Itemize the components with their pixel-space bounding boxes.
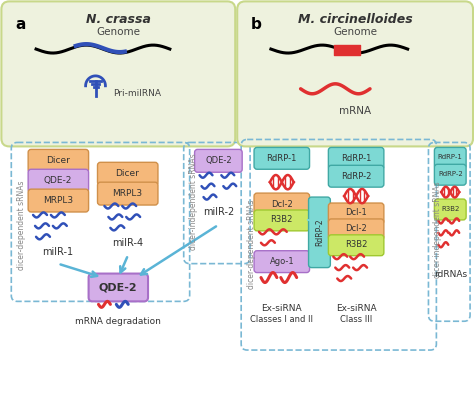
Text: dicer-dependent sRNAs: dicer-dependent sRNAs xyxy=(17,180,26,270)
Text: Dicer: Dicer xyxy=(115,169,139,178)
FancyBboxPatch shape xyxy=(254,251,310,273)
FancyBboxPatch shape xyxy=(309,197,330,268)
FancyBboxPatch shape xyxy=(328,165,384,187)
Text: Class III: Class III xyxy=(340,315,372,324)
Text: Ago-1: Ago-1 xyxy=(270,257,294,266)
FancyBboxPatch shape xyxy=(328,148,384,169)
Text: milR-1: milR-1 xyxy=(42,247,73,257)
Text: Dcl-2: Dcl-2 xyxy=(345,224,367,234)
Text: mRNA: mRNA xyxy=(339,106,371,116)
Text: MRPL3: MRPL3 xyxy=(112,188,142,198)
FancyBboxPatch shape xyxy=(28,149,89,172)
Text: mRNA degradation: mRNA degradation xyxy=(75,317,161,326)
FancyBboxPatch shape xyxy=(28,189,89,212)
Text: Genome: Genome xyxy=(96,27,140,37)
FancyBboxPatch shape xyxy=(254,210,310,231)
FancyBboxPatch shape xyxy=(328,203,384,224)
Text: Pri-milRNA: Pri-milRNA xyxy=(113,89,161,98)
FancyBboxPatch shape xyxy=(434,148,466,168)
Text: b: b xyxy=(251,17,262,32)
Text: dicer-dependent sRNAs: dicer-dependent sRNAs xyxy=(246,199,255,289)
FancyBboxPatch shape xyxy=(434,199,466,220)
Text: R3B2: R3B2 xyxy=(441,206,459,212)
Text: Dcl-2: Dcl-2 xyxy=(271,199,292,208)
Text: RdRP-1: RdRP-1 xyxy=(341,154,371,163)
Text: dicer-independent sRNAs: dicer-independent sRNAs xyxy=(189,154,198,250)
Text: Ex-siRNA: Ex-siRNA xyxy=(336,304,376,313)
Text: RdRP-2: RdRP-2 xyxy=(438,171,463,177)
Text: Dicer: Dicer xyxy=(46,156,70,165)
Text: Ex-siRNA: Ex-siRNA xyxy=(262,304,302,313)
FancyBboxPatch shape xyxy=(254,148,310,169)
Text: N. crassa: N. crassa xyxy=(86,13,151,26)
FancyBboxPatch shape xyxy=(89,274,148,301)
FancyBboxPatch shape xyxy=(328,235,384,256)
Text: Genome: Genome xyxy=(333,27,377,37)
Text: QDE-2: QDE-2 xyxy=(205,156,232,165)
FancyBboxPatch shape xyxy=(1,1,235,146)
Text: rdRNAs: rdRNAs xyxy=(434,269,467,279)
FancyBboxPatch shape xyxy=(195,149,242,172)
FancyBboxPatch shape xyxy=(28,169,89,192)
Text: QDE-2: QDE-2 xyxy=(44,176,72,185)
Text: RdRP-1: RdRP-1 xyxy=(266,154,297,163)
Text: RdRP-1: RdRP-1 xyxy=(438,154,463,161)
FancyBboxPatch shape xyxy=(254,193,310,215)
Text: QDE-2: QDE-2 xyxy=(99,282,137,292)
FancyBboxPatch shape xyxy=(98,162,158,185)
Text: Dcl-1: Dcl-1 xyxy=(345,208,367,218)
Text: dicer-independent sRNAs: dicer-independent sRNAs xyxy=(433,181,442,278)
FancyBboxPatch shape xyxy=(98,182,158,205)
FancyBboxPatch shape xyxy=(434,164,466,185)
Text: milR-4: milR-4 xyxy=(112,238,143,248)
Text: R3B2: R3B2 xyxy=(345,240,367,249)
FancyBboxPatch shape xyxy=(328,219,384,240)
Text: Classes I and II: Classes I and II xyxy=(250,315,313,324)
FancyBboxPatch shape xyxy=(237,1,473,146)
Text: R3B2: R3B2 xyxy=(271,216,293,224)
Text: MRPL3: MRPL3 xyxy=(43,196,73,205)
Text: a: a xyxy=(15,17,26,32)
Text: milR-2: milR-2 xyxy=(203,207,234,217)
Text: RdRP-2: RdRP-2 xyxy=(341,172,371,181)
Text: M. circinelloides: M. circinelloides xyxy=(298,13,412,26)
Text: RdRP-2: RdRP-2 xyxy=(315,218,324,246)
